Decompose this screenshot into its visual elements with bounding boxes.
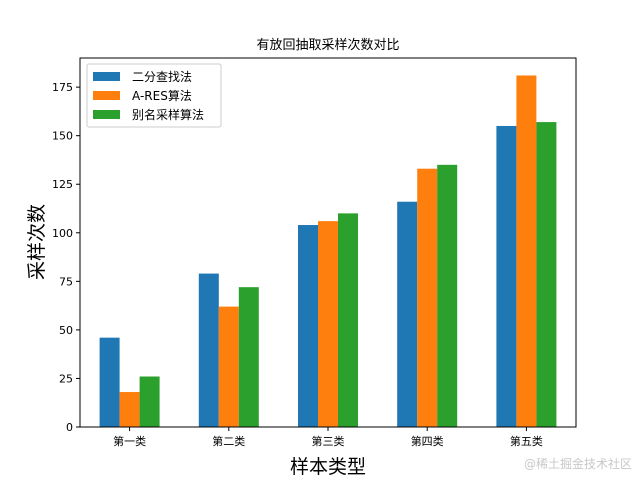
- bar: [338, 213, 358, 427]
- x-axis-label: 样本类型: [290, 456, 366, 478]
- legend-label: 别名采样算法: [132, 107, 204, 122]
- y-tick-label: 175: [52, 81, 73, 94]
- bar: [238, 287, 259, 427]
- x-tick-label: 第三类: [312, 434, 345, 448]
- x-tick-label: 第二类: [212, 434, 245, 448]
- y-tick-label: 75: [59, 275, 73, 288]
- y-tick-label: 0: [66, 421, 73, 434]
- y-tick-label: 125: [52, 178, 73, 191]
- legend-box: [86, 63, 222, 128]
- bar: [119, 392, 140, 427]
- bar: [218, 306, 239, 427]
- bar: [318, 221, 338, 427]
- chart-title: 有放回抽取采样次数对比: [256, 37, 399, 53]
- bar: [139, 376, 160, 427]
- x-tick-label: 第四类: [411, 434, 444, 448]
- legend-swatch: [93, 91, 120, 100]
- bar: [99, 337, 120, 427]
- bar: [298, 225, 318, 427]
- legend-label: 二分查找法: [132, 70, 192, 84]
- bar: [496, 125, 517, 427]
- bar: [536, 122, 557, 427]
- y-tick-label: 150: [52, 130, 73, 143]
- y-tick-label: 50: [59, 324, 73, 337]
- bar: [417, 168, 438, 427]
- bar: [397, 201, 418, 427]
- x-tick-label: 第一类: [113, 434, 146, 448]
- legend-label: A-RES算法: [132, 88, 192, 103]
- legend-swatch: [93, 110, 120, 119]
- x-tick-label: 第五类: [510, 434, 543, 448]
- bar: [198, 273, 219, 427]
- y-axis-label: 采样次数: [26, 204, 48, 280]
- bar: [437, 164, 458, 427]
- legend-swatch: [93, 72, 120, 81]
- y-tick-label: 100: [52, 227, 73, 240]
- bar: [516, 75, 537, 428]
- watermark: @稀土掘金技术社区: [523, 457, 632, 471]
- y-tick-label: 25: [59, 372, 73, 385]
